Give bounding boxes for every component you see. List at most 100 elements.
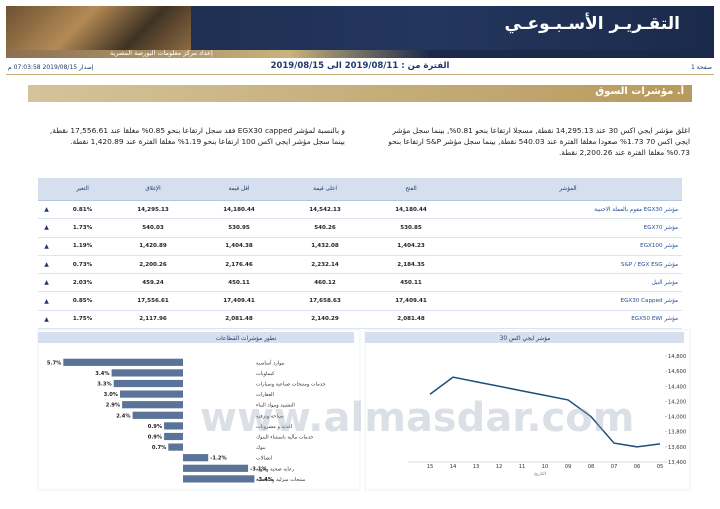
category-label: العقارات (256, 392, 274, 398)
value-label: -1.2% (210, 456, 227, 462)
cell: 17,658.63 (282, 291, 369, 311)
category-label: اتصالات (256, 456, 272, 462)
x-tick-label: 09 (565, 464, 572, 470)
cell: 14,180.44 (196, 200, 283, 220)
report-subtitle: إعداد مركز معلومات البورصة المصرية (110, 49, 213, 57)
y-tick-label: 14,400 (668, 384, 686, 390)
category-label: سياحة وترفيه (256, 413, 284, 419)
cell: 1,432.08 (282, 237, 369, 256)
bar (111, 369, 183, 377)
category-label: اغذية و مشروبات (256, 424, 292, 430)
bar (63, 358, 183, 366)
bar (168, 443, 183, 451)
column-header: اعلى قيمة (282, 178, 369, 201)
banner-photo (6, 6, 191, 50)
x-tick-label: 08 (588, 464, 595, 470)
index-name: مؤشر EGX100 (454, 237, 682, 256)
cell: 2,140.29 (282, 310, 369, 330)
column-header: المؤشر (454, 178, 682, 201)
x-tick-label: 12 (496, 464, 503, 470)
indices-table: المؤشر الفتح اعلى قيمة اقل قيمة الإغلاق التغي… (38, 178, 682, 330)
index-name: مؤشر EGX30 مقوم بالعملة الاجنبية (454, 200, 682, 220)
cell: 2,117.96 (110, 310, 197, 330)
index-name: مؤشر EGX30 Capped (454, 291, 682, 311)
bar (183, 464, 249, 472)
section-name: مؤشرات السوق (595, 86, 674, 97)
value-label: 3.0% (104, 392, 119, 398)
trend-arrow: ▲ (38, 310, 56, 330)
cell: 450.11 (368, 273, 455, 293)
column-header: التغير (55, 178, 111, 201)
section-title: أ. مؤشرات السوق (595, 86, 684, 97)
x-tick-label: 15 (427, 464, 434, 470)
cell: 2.03% (55, 273, 111, 293)
x-axis-label: التاريخ (534, 472, 546, 477)
x-tick-label: 14 (450, 464, 457, 470)
table-row: مؤشر S&P / EGX ESG 2,184.35 2,232.14 2,176.… (38, 255, 682, 275)
bar (164, 422, 183, 430)
y-tick-label: 13,800 (668, 430, 686, 436)
cell: 2,200.26 (110, 255, 197, 275)
chart-title-bar (365, 332, 684, 343)
column-header: اقل قيمة (196, 178, 283, 201)
cell: 2,184.35 (368, 255, 455, 275)
x-tick-label: 06 (634, 464, 641, 470)
value-label: 3.4% (95, 371, 110, 377)
chart-title: تطور مؤشرات القطاعات (216, 336, 277, 342)
category-label: بنوك (256, 445, 266, 451)
index-name: مؤشر EGX70 (454, 218, 682, 238)
section-number: أ. (676, 86, 684, 97)
y-tick-label: 14,200 (668, 399, 686, 405)
period: الفترة من : 2019/08/11 الى 2019/08/15 (270, 61, 450, 71)
table-row: مؤشر EGX50 EWI 2,081.48 2,140.29 2,081.48 2,… (38, 310, 682, 330)
y-tick-label: 13,400 (668, 460, 686, 466)
value-label: -3.1% (250, 466, 267, 472)
chart-panel (364, 329, 691, 491)
banner-strip (6, 50, 714, 58)
column-header-blank (38, 178, 56, 201)
cell: 540.03 (110, 218, 197, 238)
cell: 1.73% (55, 218, 111, 238)
paragraph: اغلق مؤشر ايجي اكس 30 عند 14,295.13 نقطة… (388, 126, 690, 157)
bar (164, 432, 183, 441)
bar (183, 475, 255, 483)
trend-arrow: ▲ (38, 200, 56, 220)
chart-title-bar (38, 332, 354, 343)
x-tick-label: 11 (519, 464, 526, 470)
cell: 14,295.13 (110, 200, 197, 220)
cell: 2,232.14 (282, 255, 369, 275)
chart-title: مؤشر ايجي اكس 30 (500, 335, 551, 342)
cell: 1.75% (55, 310, 111, 330)
category-label: كيماويات (256, 371, 275, 377)
trend-arrow: ▲ (38, 237, 56, 256)
value-label: 2.4% (116, 413, 131, 419)
y-tick-label: 14,000 (668, 415, 686, 421)
paragraph: و بالنسبة لمؤشر EGX30 capped فقد سجل ارت… (49, 126, 345, 146)
x-tick-label: 13 (473, 464, 480, 470)
y-tick-label: 14,800 (668, 354, 686, 360)
index-name: مؤشر النيل (454, 273, 682, 293)
value-label: 3.3% (97, 382, 112, 388)
table-row: مؤشر EGX30 مقوم بالعملة الاجنبية 14,180.4… (38, 200, 682, 220)
table-row: مؤشر EGX70 530.85 540.26 530.95 540.03 1.73% ▲ (38, 218, 682, 238)
value-label: 2.9% (106, 403, 121, 409)
value-label: -3.4% (256, 477, 273, 483)
cell: 2,176.46 (196, 255, 283, 275)
issue-date: إصدار 2019/08/15 07:03:58 م (8, 64, 94, 71)
cell: 0.73% (55, 255, 111, 275)
cell: 14,542.13 (282, 200, 369, 220)
cell: 14,180.44 (368, 200, 455, 220)
cell: 17,556.61 (110, 291, 197, 311)
cell: 1,404.23 (368, 237, 455, 256)
table-row: مؤشر EGX30 Capped 17,409.41 17,658.63 17,40… (38, 291, 682, 311)
cell: 17,409.41 (196, 291, 283, 311)
bar (113, 379, 183, 388)
watermark: www.almasdar.com (200, 395, 635, 441)
table-row: مؤشر النيل 450.11 460.12 450.11 459.24 2.03% ▲ (38, 273, 682, 293)
column-header: الفتح (368, 178, 455, 201)
category-label: موارد أساسية (256, 359, 285, 366)
category-label: خدمات مالية باستثناء البنوك (256, 435, 313, 441)
cell: 530.85 (368, 218, 455, 238)
